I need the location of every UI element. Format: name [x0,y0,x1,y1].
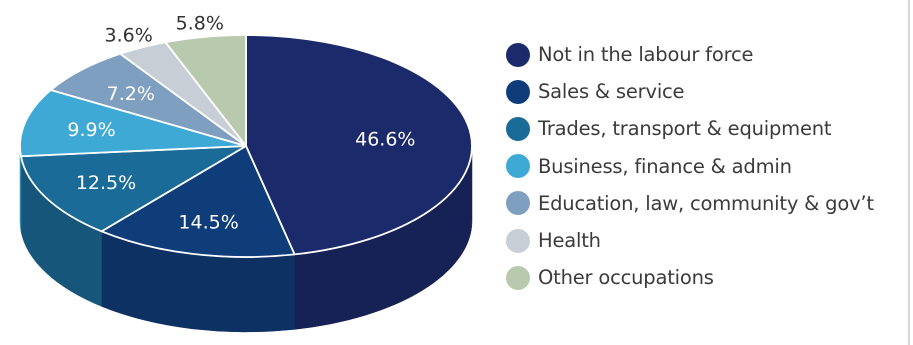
pie-slice [164,34,247,147]
data-label: 7.2% [107,83,155,105]
legend-label: Trades, transport & equipment [538,117,832,141]
pie-slice [245,34,473,256]
legend-swatch [506,228,530,253]
data-label: 9.9% [67,119,115,141]
legend-swatch [506,116,530,141]
legend-item-trades-transport: Trades, transport & equipment [506,110,896,147]
legend-label: Health [538,229,601,253]
data-label: 12.5% [76,172,136,194]
legend-label: Other occupations [538,266,714,290]
legend-label: Education, law, community & gov’t [538,191,874,215]
legend-label: Not in the labour force [538,43,754,67]
pie-label-layer: 46.6% 14.5% 12.5% 9.9% 7.2% 3.6% 5.8% [67,13,415,234]
legend-item-not-in-labour-force: Not in the labour force [506,36,896,73]
data-label: 5.8% [176,13,224,35]
legend-label: Sales & service [538,80,685,104]
legend-swatch [506,42,530,67]
legend-item-business-finance: Business, finance & admin [506,148,896,185]
legend-swatch [506,265,530,290]
legend-swatch [506,154,530,179]
legend-swatch [506,79,530,104]
data-label: 3.6% [105,25,153,47]
legend-item-education-law: Education, law, community & gov’t [506,185,896,222]
chart-legend: Not in the labour force Sales & service … [506,36,896,296]
pie-slice [20,145,247,233]
legend-item-health: Health [506,222,896,259]
pie-slice [19,89,247,158]
data-label: 14.5% [178,212,238,234]
pie-slice [49,52,247,147]
legend-swatch [506,191,530,216]
data-label: 46.6% [355,129,415,151]
legend-item-sales-service: Sales & service [506,73,896,110]
legend-item-other: Other occupations [506,259,896,296]
legend-label: Business, finance & admin [538,154,792,178]
right-border-rule [908,0,910,345]
pie-top-layer [19,34,473,258]
pie-slice [100,145,296,258]
